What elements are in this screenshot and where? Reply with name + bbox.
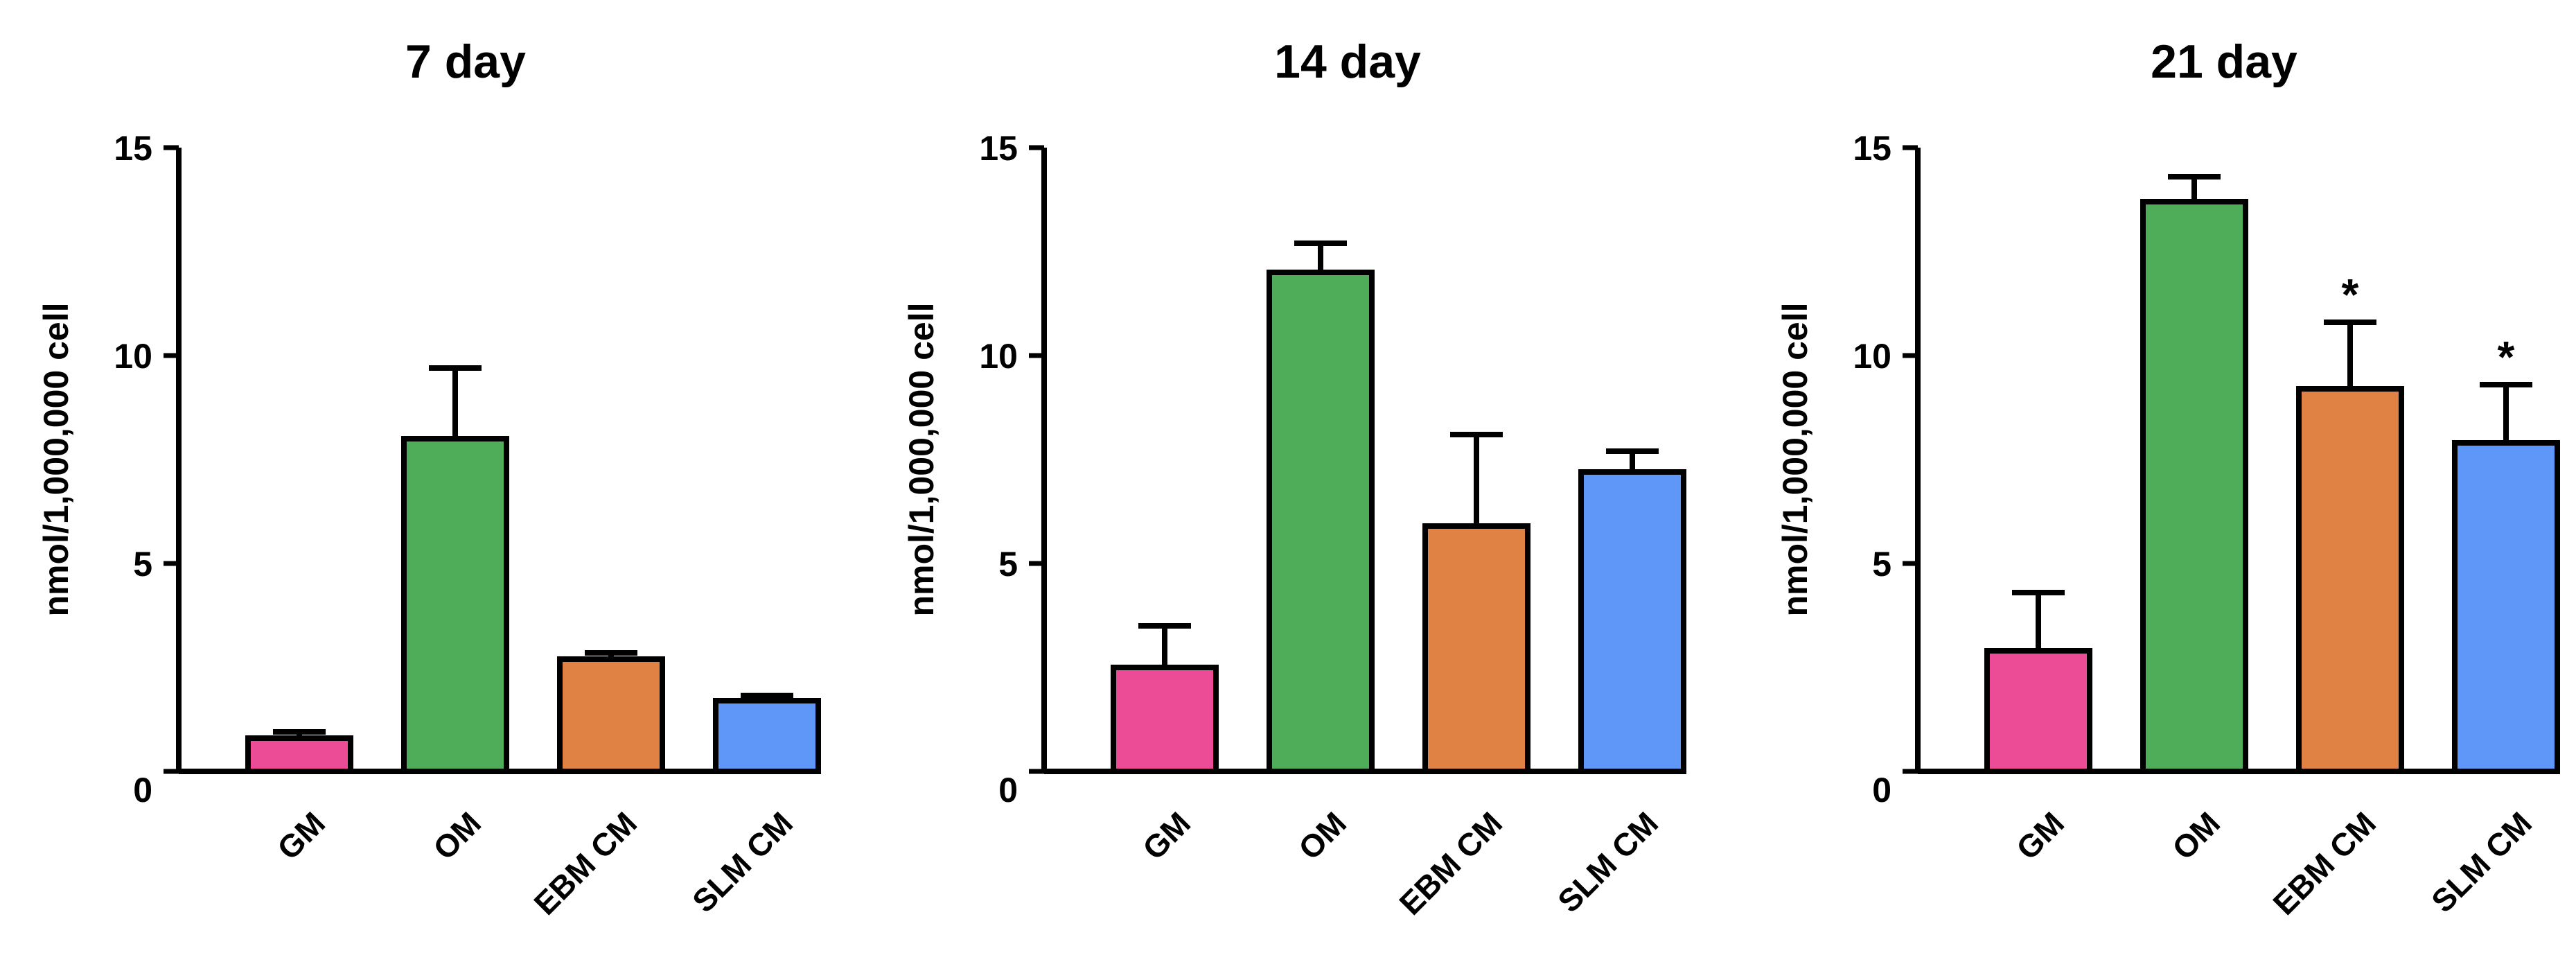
y-tick-label: 10 (1853, 337, 1891, 376)
x-tick-label: GM (1136, 805, 1197, 866)
x-tick-label: SLM CM (685, 805, 800, 919)
y-tick-label: 5 (998, 545, 1018, 584)
y-axis-label: nmol/1,000,000 cell (1776, 302, 1815, 616)
x-tick-label: GM (2009, 805, 2071, 866)
y-tick-label: 0 (1872, 771, 1891, 810)
y-tick-label: 0 (998, 771, 1018, 810)
bar-slm-cm (713, 698, 821, 774)
x-tick-label: EBM CM (1392, 805, 1509, 922)
significance-marker: * (2342, 270, 2359, 320)
bar-om (2140, 199, 2248, 774)
bar-gm (1984, 648, 2092, 774)
bar-gm (1111, 665, 1219, 774)
y-tick-label: 5 (1872, 545, 1891, 584)
bar-slm-cm (2452, 440, 2560, 774)
chart-title: 21 day (2151, 35, 2297, 88)
y-tick-label: 5 (133, 545, 152, 584)
x-tick-label: SLM CM (2424, 805, 2539, 919)
chart-panel-2: 21 day 0 5 10 15 nmol/1,000,000 cell GM OM * EBM … (1776, 35, 2560, 922)
significance-marker: * (2498, 332, 2515, 382)
x-tick-label: OM (2165, 805, 2227, 866)
bar-ebm-cm (2296, 386, 2404, 774)
y-tick-label: 15 (979, 129, 1018, 168)
chart-title: 14 day (1274, 35, 1421, 88)
bar-gm (245, 735, 353, 774)
x-tick-label: EBM CM (527, 805, 644, 922)
x-tick-label: GM (270, 805, 332, 866)
y-tick-label: 10 (114, 337, 152, 376)
y-tick-label: 15 (1853, 129, 1891, 168)
bar-ebm-cm (557, 656, 665, 774)
bar-om (1267, 270, 1375, 774)
bar-ebm-cm (1422, 523, 1530, 774)
chart-panel-1: 14 day 0 5 10 15 nmol/1,000,000 cell GM OM EBM C… (902, 35, 1686, 922)
bar-om (401, 436, 509, 774)
y-axis-label: nmol/1,000,000 cell (902, 302, 941, 616)
chart-title: 7 day (405, 35, 526, 88)
x-tick-label: EBM CM (2266, 805, 2383, 922)
x-tick-label: OM (1291, 805, 1353, 866)
y-axis-label: nmol/1,000,000 cell (37, 302, 76, 616)
y-tick-label: 15 (114, 129, 152, 168)
bar-slm-cm (1578, 469, 1686, 774)
x-tick-label: OM (426, 805, 488, 866)
y-tick-label: 0 (133, 771, 152, 810)
chart-panel-0: 7 day 0 5 10 15 nmol/1,000,000 cell GM OM EBM CM… (37, 35, 821, 922)
x-tick-label: SLM CM (1551, 805, 1665, 919)
y-tick-label: 10 (979, 337, 1018, 376)
